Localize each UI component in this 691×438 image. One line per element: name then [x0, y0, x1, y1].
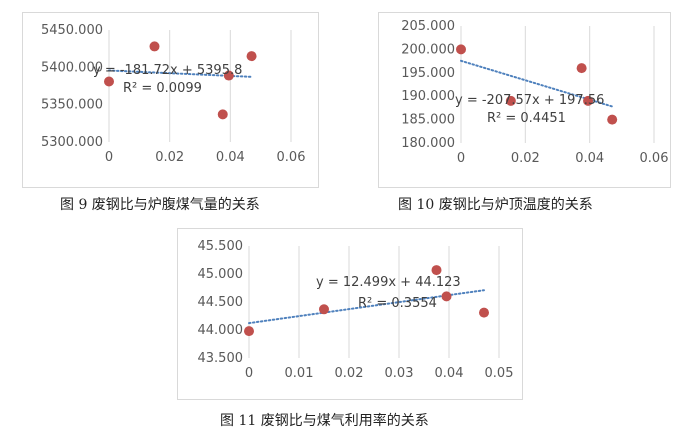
chart-9-data-point — [149, 41, 160, 52]
chart-10-y-tick-label: 205.000 — [401, 19, 455, 34]
chart-9-data-point — [246, 51, 257, 62]
chart-10-data-point — [607, 114, 618, 125]
chart-10-y-tick-label: 200.000 — [401, 42, 455, 57]
chart-10-r-squared: R² = 0.4451 — [487, 111, 566, 126]
chart-10-caption: 图 10 废钢比与炉顶温度的关系 — [398, 197, 593, 213]
chart-9-panel: 5300.000 5350.000 5400.000 5450.000 0 0.02 0.0… — [22, 12, 319, 188]
chart-11-data-point — [441, 291, 452, 302]
chart-11-caption: 图 11 废钢比与煤气利用率的关系 — [220, 413, 429, 429]
chart-11-data-point — [479, 307, 489, 318]
chart-11-data-point — [244, 326, 254, 337]
chart-10-y-tick-label: 180.000 — [401, 136, 455, 151]
chart-11-x-tick-label: 0.04 — [435, 366, 464, 381]
chart-9-caption: 图 9 废钢比与炉腹煤气量的关系 — [60, 197, 260, 213]
chart-9-y-tick-label: 5400.000 — [41, 60, 103, 75]
chart-11-panel: 43.500 44.000 44.500 45.000 45.500 0 0.01 0.02 0… — [177, 228, 523, 400]
chart-10-data-point — [456, 44, 466, 55]
chart-11-y-tick-label: 43.500 — [198, 351, 244, 366]
chart-11-x-tick-label: 0.01 — [285, 366, 314, 381]
chart-11-y-tick-label: 44.000 — [198, 323, 244, 338]
chart-9-svg: 5300.000 5350.000 5400.000 5450.000 0 0.02 0.0… — [41, 23, 306, 165]
chart-9-data-point — [217, 109, 228, 120]
chart-10-x-tick-label: 0.02 — [511, 151, 540, 166]
chart-11-x-tick-label: 0.05 — [485, 366, 514, 381]
chart-9-data-point — [223, 70, 234, 81]
chart-9-y-tick-label: 5350.000 — [41, 98, 103, 113]
chart-10-x-tick-label: 0.04 — [575, 151, 604, 166]
chart-9-x-tick-label: 0.02 — [155, 150, 184, 165]
chart-11-y-tick-label: 44.500 — [198, 295, 244, 310]
chart-10-panel: 180.000 185.000 190.000 195.000 200.000 205.0… — [378, 12, 671, 188]
chart-9-x-tick-label: 0.06 — [277, 150, 306, 165]
chart-9-y-tick-label: 5300.000 — [41, 135, 103, 150]
chart-11-y-tick-label: 45.000 — [198, 267, 244, 282]
chart-10-x-tick-label: 0 — [457, 151, 465, 166]
chart-11-y-tick-label: 45.500 — [198, 239, 244, 254]
chart-11-x-tick-label: 0 — [245, 366, 253, 381]
chart-10-y-tick-label: 190.000 — [401, 89, 455, 104]
chart-10-trend-equation: y = -207.57x + 197.56 — [455, 93, 604, 108]
chart-11-svg: 43.500 44.000 44.500 45.000 45.500 0 0.01 0.02 0… — [198, 239, 514, 381]
chart-10-x-tick-label: 0.06 — [640, 151, 669, 166]
chart-11-trend-equation: y = 12.499x + 44.123 — [316, 275, 461, 290]
chart-9-data-point — [104, 76, 114, 87]
chart-11-r-squared: R² = 0.3554 — [358, 296, 437, 311]
chart-9-trend-equation: y = -181.72x + 5395.8 — [93, 63, 242, 78]
chart-9-x-tick-label: 0 — [105, 150, 113, 165]
chart-9-x-tick-label: 0.04 — [216, 150, 245, 165]
chart-10-svg: 180.000 185.000 190.000 195.000 200.000 205.0… — [401, 19, 669, 166]
chart-11-x-tick-label: 0.03 — [385, 366, 414, 381]
chart-11-data-point — [319, 304, 329, 315]
chart-9-r-squared: R² = 0.0099 — [123, 81, 202, 96]
chart-10-data-point — [576, 63, 587, 74]
chart-10-y-tick-label: 195.000 — [401, 66, 455, 81]
chart-10-data-point — [505, 95, 516, 106]
chart-10-data-point — [583, 95, 594, 106]
chart-9-trendline — [108, 69, 253, 78]
chart-9-y-tick-label: 5450.000 — [41, 23, 103, 38]
chart-10-y-tick-label: 185.000 — [401, 113, 455, 128]
chart-11-data-point — [431, 265, 442, 276]
chart-11-x-tick-label: 0.02 — [335, 366, 364, 381]
